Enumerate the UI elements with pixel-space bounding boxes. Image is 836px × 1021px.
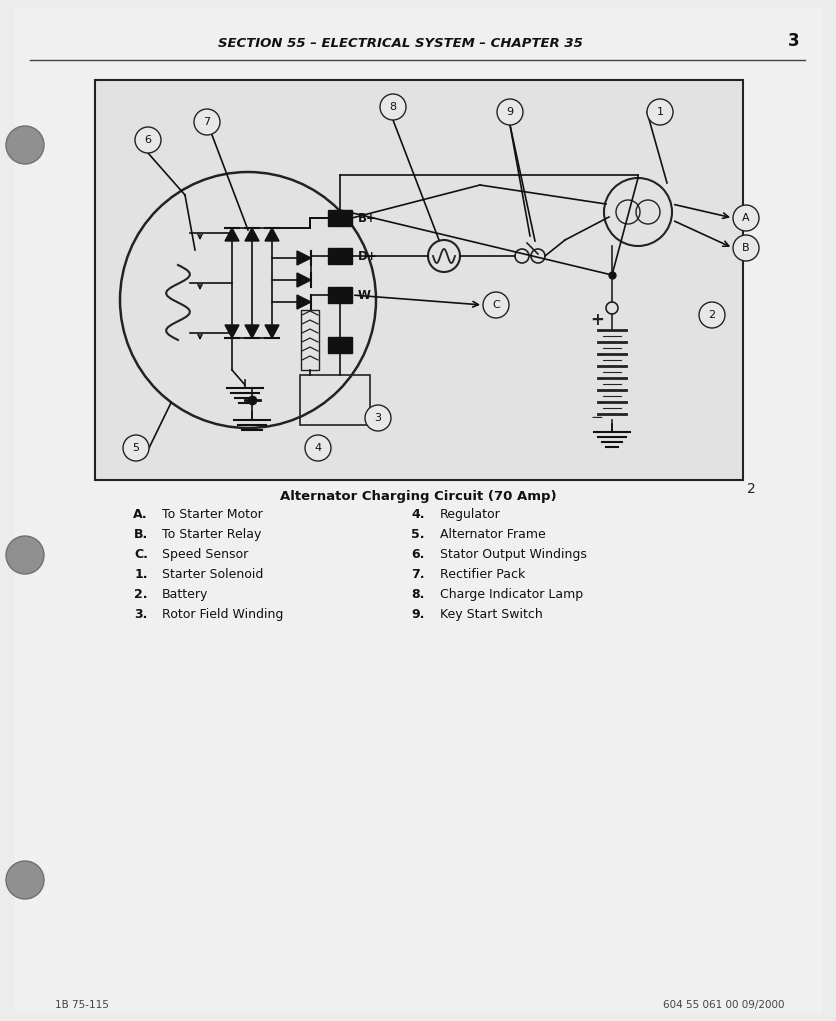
Text: 4.: 4. [411, 508, 425, 521]
Text: 3: 3 [788, 32, 799, 50]
Text: 8: 8 [389, 102, 396, 112]
Text: Charge Indicator Lamp: Charge Indicator Lamp [440, 588, 583, 601]
Text: 6: 6 [145, 135, 151, 145]
Text: To Starter Motor: To Starter Motor [162, 508, 263, 521]
Circle shape [380, 94, 405, 120]
Text: Speed Sensor: Speed Sensor [162, 548, 248, 561]
Text: 1: 1 [655, 107, 663, 117]
Polygon shape [225, 228, 239, 241]
Text: 7.: 7. [411, 568, 425, 581]
Polygon shape [225, 325, 239, 338]
Text: Starter Solenoid: Starter Solenoid [162, 568, 263, 581]
Text: 2: 2 [707, 310, 715, 320]
Polygon shape [245, 228, 258, 241]
Bar [328, 337, 352, 353]
Text: 1.: 1. [135, 568, 148, 581]
Text: B+: B+ [358, 211, 376, 225]
Circle shape [123, 435, 149, 461]
Bar [299, 375, 370, 425]
Text: 5.: 5. [411, 528, 425, 541]
Circle shape [482, 292, 508, 318]
Polygon shape [265, 228, 278, 241]
Circle shape [732, 205, 758, 231]
Polygon shape [297, 251, 311, 265]
Text: SECTION 55 – ELECTRICAL SYSTEM – CHAPTER 35: SECTION 55 – ELECTRICAL SYSTEM – CHAPTER… [217, 37, 582, 50]
Polygon shape [245, 325, 258, 338]
Text: D+: D+ [358, 249, 377, 262]
Text: Stator Output Windings: Stator Output Windings [440, 548, 586, 561]
Text: Rotor Field Winding: Rotor Field Winding [162, 607, 283, 621]
Circle shape [135, 127, 161, 153]
Circle shape [497, 99, 522, 125]
Text: 4: 4 [314, 443, 321, 453]
Text: 2.: 2. [135, 588, 148, 601]
Polygon shape [265, 325, 278, 338]
Text: Alternator Charging Circuit (70 Amp): Alternator Charging Circuit (70 Amp) [279, 490, 556, 503]
Circle shape [732, 235, 758, 261]
Text: Key Start Switch: Key Start Switch [440, 607, 542, 621]
Circle shape [6, 126, 44, 164]
Bar [301, 310, 319, 370]
Polygon shape [297, 273, 311, 287]
Text: 604 55 061 00 09/2000: 604 55 061 00 09/2000 [663, 1000, 784, 1010]
Circle shape [6, 536, 44, 574]
Bar [328, 248, 352, 264]
Text: 9.: 9. [411, 607, 425, 621]
Text: Battery: Battery [162, 588, 208, 601]
Text: 1B 75-115: 1B 75-115 [55, 1000, 109, 1010]
Text: 8.: 8. [411, 588, 425, 601]
Text: C.: C. [134, 548, 148, 561]
Text: 3: 3 [374, 414, 381, 423]
Text: Alternator Frame: Alternator Frame [440, 528, 545, 541]
Circle shape [194, 109, 220, 135]
Text: 2: 2 [746, 482, 755, 496]
Text: B: B [742, 243, 749, 253]
Bar [328, 287, 352, 303]
Text: B.: B. [134, 528, 148, 541]
Circle shape [698, 302, 724, 328]
Polygon shape [297, 295, 311, 309]
Text: Regulator: Regulator [440, 508, 500, 521]
Text: −: − [589, 410, 602, 425]
Bar [328, 210, 352, 226]
Circle shape [304, 435, 330, 461]
Circle shape [646, 99, 672, 125]
Text: 7: 7 [203, 117, 211, 127]
Text: 9: 9 [506, 107, 513, 117]
Text: A.: A. [133, 508, 148, 521]
Text: Rectifier Pack: Rectifier Pack [440, 568, 525, 581]
Circle shape [364, 405, 390, 431]
Text: A: A [742, 213, 749, 223]
Circle shape [6, 861, 44, 900]
Text: +: + [589, 311, 603, 329]
Bar [95, 80, 742, 480]
Text: W: W [358, 289, 370, 301]
Text: C: C [492, 300, 499, 310]
Text: 6.: 6. [411, 548, 425, 561]
Text: 5: 5 [132, 443, 140, 453]
Text: 3.: 3. [135, 607, 148, 621]
Text: To Starter Relay: To Starter Relay [162, 528, 261, 541]
